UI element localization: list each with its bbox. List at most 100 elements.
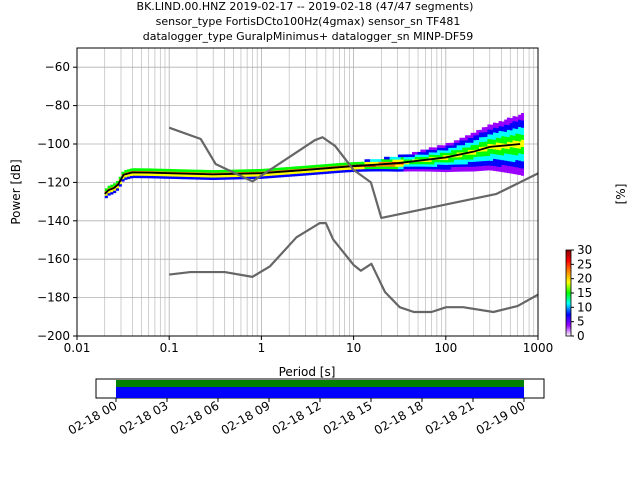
density-cell — [395, 166, 399, 170]
density-cell — [518, 155, 522, 159]
density-cell — [196, 169, 201, 173]
density-cell — [182, 174, 187, 177]
density-cell — [484, 131, 488, 135]
density-cell — [506, 146, 511, 150]
density-cell — [515, 157, 519, 161]
density-cell — [414, 156, 418, 160]
density-cell — [518, 124, 522, 128]
density-cell — [506, 165, 511, 169]
density-cell — [518, 157, 522, 161]
density-cell — [336, 170, 340, 173]
density-cell — [492, 161, 497, 164]
density-cell — [414, 166, 418, 170]
time-tick-label: 02-18 06 — [168, 398, 222, 437]
density-cell — [434, 154, 438, 158]
density-cell — [188, 174, 192, 177]
density-cell — [520, 173, 525, 176]
density-cell — [504, 121, 508, 125]
density-cell — [456, 154, 460, 158]
density-cell — [414, 161, 418, 165]
density-cell — [520, 129, 525, 133]
density-cell — [479, 132, 483, 135]
density-cell — [498, 128, 502, 131]
density-cell — [210, 170, 214, 173]
density-cell — [520, 137, 525, 140]
density-cell — [448, 166, 452, 170]
density-cell — [406, 159, 410, 162]
density-cell — [479, 165, 483, 169]
density-cell — [378, 161, 382, 165]
density-cell — [434, 147, 438, 151]
density-cell — [465, 159, 469, 162]
density-cell — [398, 154, 402, 158]
density-cell — [370, 161, 374, 165]
density-cell — [247, 169, 251, 172]
density-cell — [515, 147, 519, 151]
density-cell — [428, 166, 432, 170]
density-cell — [118, 176, 122, 180]
density-cell — [495, 163, 499, 167]
density-cell — [484, 141, 488, 145]
density-cell — [437, 152, 441, 156]
density-cell — [305, 165, 309, 169]
density-cell — [490, 139, 494, 142]
density-cell — [501, 152, 505, 156]
density-cell — [506, 148, 511, 152]
density-cell — [518, 119, 522, 123]
density-cell — [487, 153, 491, 156]
density-cell — [518, 141, 522, 144]
density-cell — [456, 159, 460, 163]
density-cell — [378, 159, 382, 162]
density-cell — [420, 156, 424, 160]
density-cell — [177, 169, 181, 172]
density-cell — [490, 131, 494, 135]
density-cell — [439, 162, 444, 165]
density-cell — [381, 166, 385, 170]
density-cell — [501, 121, 505, 125]
density-cell — [406, 161, 410, 165]
density-cell — [420, 166, 424, 170]
density-cell — [479, 158, 483, 162]
density-cell — [476, 142, 480, 145]
density-cell — [490, 143, 494, 147]
density-cell — [487, 162, 491, 166]
density-cell — [481, 132, 485, 135]
density-cell — [490, 165, 494, 169]
density-cell — [515, 145, 519, 149]
density-cell — [498, 161, 502, 165]
density-cell — [515, 119, 519, 122]
density-cell — [462, 144, 466, 148]
density-cell — [420, 151, 424, 155]
coverage-bar-blue — [116, 387, 524, 398]
density-cell — [459, 144, 463, 148]
density-cell — [492, 165, 497, 169]
density-cell — [143, 175, 147, 179]
density-cell — [411, 163, 416, 167]
density-cell — [185, 174, 189, 177]
density-cell — [442, 152, 446, 156]
density-cell — [163, 173, 167, 177]
density-cell — [400, 168, 404, 172]
density-cell — [470, 159, 474, 162]
density-cell — [515, 140, 519, 144]
density-cell — [501, 164, 505, 168]
density-cell — [434, 169, 438, 172]
density-cell — [473, 163, 477, 167]
density-cell — [328, 163, 332, 167]
density-cell — [520, 144, 525, 147]
density-cell — [222, 177, 226, 180]
density-cell — [188, 169, 192, 173]
density-cell — [437, 154, 441, 158]
density-cell — [479, 163, 483, 167]
density-cell — [479, 151, 483, 155]
density-cell — [504, 150, 508, 154]
density-cell — [425, 154, 430, 158]
density-cell — [467, 147, 471, 150]
density-cell — [152, 168, 156, 172]
x-tick-label: 0.01 — [64, 341, 91, 355]
density-cell — [467, 161, 471, 165]
density-cell — [384, 156, 388, 160]
density-cell — [417, 156, 421, 160]
density-cell — [342, 167, 346, 171]
title-line-1: BK.LIND.00.HNZ 2019-02-17 -- 2019-02-18 … — [137, 0, 474, 13]
